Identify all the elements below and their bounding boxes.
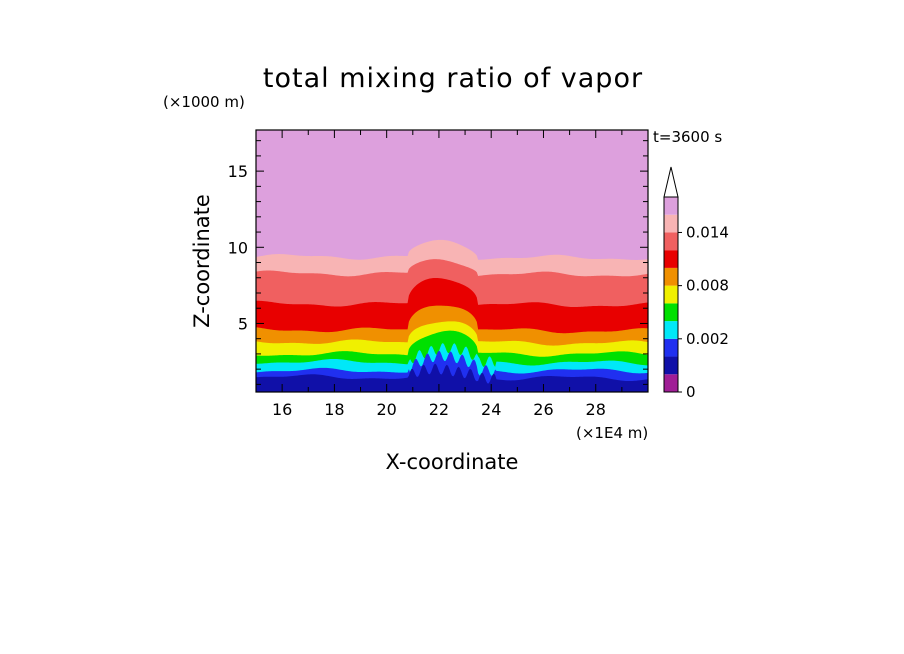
colorbar-tick-label: 0.002 bbox=[686, 330, 729, 348]
contour-band-9 bbox=[256, 363, 648, 392]
y-tick-label: 15 bbox=[228, 162, 248, 181]
y-axis-title: Z-coordinate bbox=[190, 194, 214, 328]
colorbar-tick-label: 0.008 bbox=[686, 277, 729, 295]
x-unit-label: (×1E4 m) bbox=[576, 424, 648, 442]
x-tick-label: 20 bbox=[376, 400, 396, 419]
axis-ticks: 16 18 20 22 24 26 28 5 10 15 bbox=[228, 130, 649, 419]
colorbar-segment bbox=[664, 197, 678, 215]
colorbar-segment bbox=[664, 374, 678, 392]
x-tick-label: 22 bbox=[429, 400, 449, 419]
chart-title: total mixing ratio of vapor bbox=[263, 63, 643, 94]
colorbar-segment bbox=[664, 232, 678, 251]
colorbar-extend-arrow bbox=[663, 166, 679, 198]
contour-plot-area bbox=[256, 130, 648, 392]
colorbar-segment bbox=[664, 250, 678, 268]
colorbar-segment bbox=[664, 321, 678, 339]
x-tick-label: 26 bbox=[533, 400, 553, 419]
colorbar: 0 0.002 0.008 0.014 bbox=[663, 166, 729, 401]
colorbar-segment bbox=[664, 356, 678, 375]
colorbar-segment bbox=[664, 338, 678, 357]
colorbar-tick-label: 0.014 bbox=[686, 223, 729, 241]
colorbar-segment bbox=[664, 214, 678, 233]
x-tick-label: 28 bbox=[586, 400, 606, 419]
x-axis-title: X-coordinate bbox=[386, 450, 519, 474]
y-unit-label: (×1000 m) bbox=[163, 93, 245, 111]
x-tick-label: 24 bbox=[481, 400, 501, 419]
x-tick-label: 16 bbox=[272, 400, 292, 419]
colorbar-segment bbox=[664, 285, 678, 304]
time-label: t=3600 s bbox=[653, 128, 722, 146]
colorbar-tick-label: 0 bbox=[686, 383, 696, 401]
x-tick-label: 18 bbox=[324, 400, 344, 419]
y-tick-label: 10 bbox=[228, 238, 248, 257]
colorbar-segment bbox=[664, 267, 678, 286]
plot-frame bbox=[255, 129, 649, 393]
colorbar-segment bbox=[664, 303, 678, 322]
y-tick-label: 5 bbox=[238, 314, 248, 333]
